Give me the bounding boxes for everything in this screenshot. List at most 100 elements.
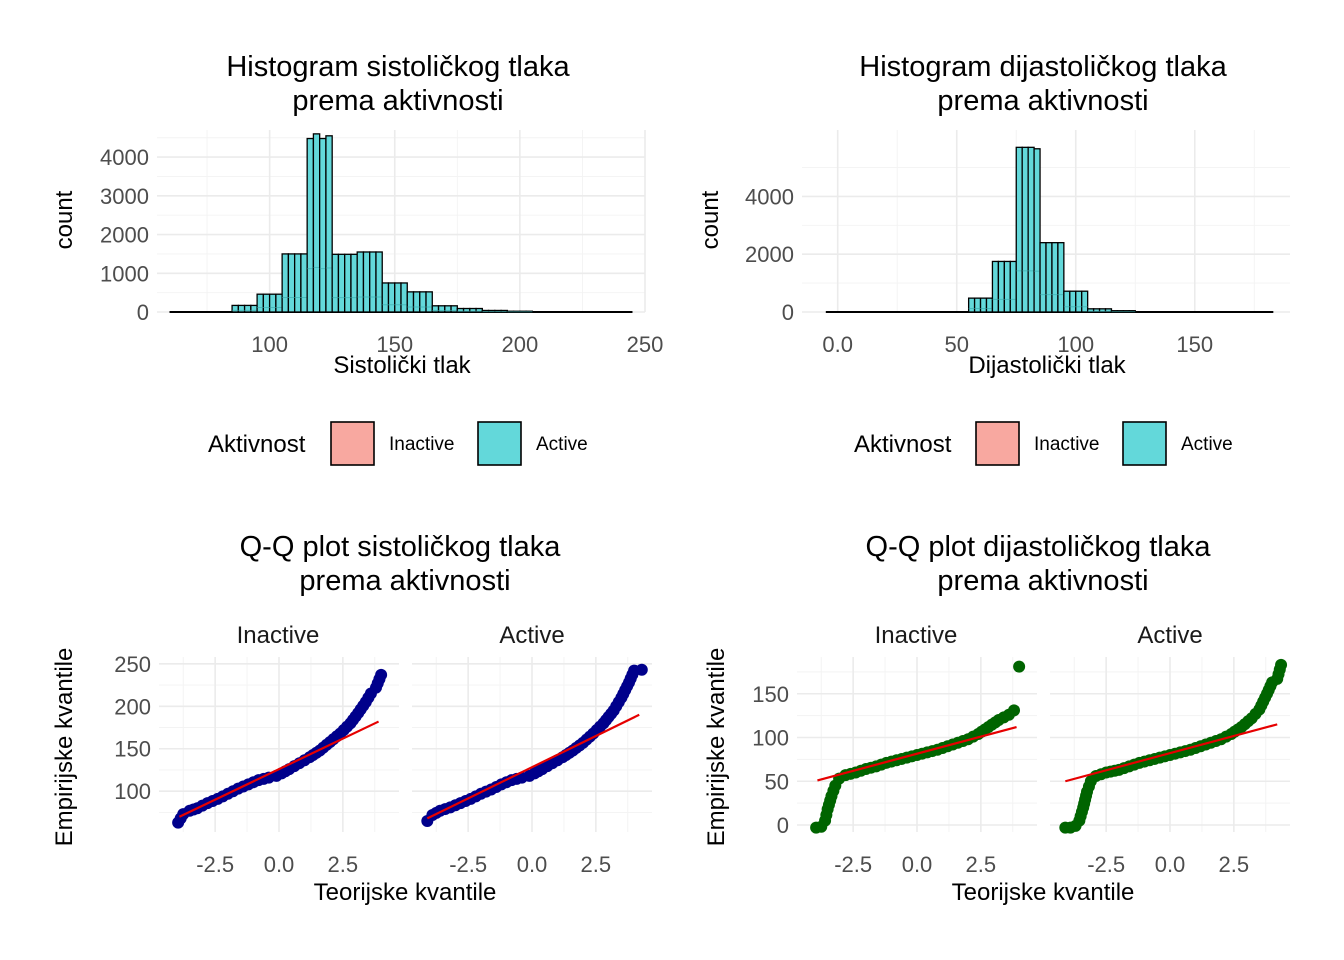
qq-dia-ytick-label: 100 [752, 726, 789, 751]
hist-sys-bar [444, 305, 452, 313]
qq-diastolic-xlabel: Teorijske kvantile [952, 879, 1135, 906]
qq-dia-xtick-label: -2.5 [1087, 852, 1125, 877]
hist-sys-bar [262, 293, 271, 313]
hist-dia-bar [1015, 146, 1023, 313]
hist-sys-ytick-label: 3000 [100, 184, 149, 209]
qq-diastolic-panel: Q-Q plot dijastoličkog tlaka prema aktiv… [703, 531, 1290, 906]
legend-left: Aktivnost Inactive Active [208, 421, 588, 466]
qq-dia-reference-line [1065, 723, 1278, 783]
legend-right-title: Aktivnost [854, 431, 952, 458]
hist-sys-ytick-label: 4000 [100, 145, 149, 170]
hist-sys-bar [275, 293, 283, 313]
qq-sys-ytick-label: 100 [114, 779, 151, 804]
legend-left-label-inactive: Inactive [389, 434, 454, 455]
hist-dia-ytick-label: 4000 [745, 184, 794, 209]
qq-sys-xtick-label: 2.5 [328, 852, 359, 877]
histogram-diastolic-panel: Histogram dijastoličkog tlaka prema akti… [697, 51, 1290, 379]
histogram-diastolic-xlabel: Dijastolički tlak [968, 352, 1126, 379]
hist-sys-bar [356, 251, 365, 313]
hist-sys-bar [287, 253, 296, 313]
qq-systolic-grid [159, 657, 652, 832]
legend-left-swatch-inactive [330, 421, 375, 466]
qq-diastolic-strip-inactive: Inactive [875, 622, 958, 649]
hist-sys-bar [337, 253, 346, 313]
qq-systolic-panel: Q-Q plot sistoličkog tlaka prema aktivno… [51, 531, 652, 906]
histogram-systolic-ticks: 100 150 200 250 0 1000 2000 3000 4000 [100, 145, 663, 357]
hist-dia-bar [1057, 242, 1065, 313]
qq-systolic-strip-active: Active [499, 622, 564, 649]
legend-right-label-inactive: Inactive [1034, 434, 1099, 455]
histogram-diastolic-ticks: 0.0 50 100 150 0 2000 4000 [745, 184, 1213, 357]
hist-sys-bar [237, 304, 246, 313]
hist-sys-bar [319, 137, 327, 313]
qq-dia-point [1013, 660, 1026, 673]
hist-dia-bar [973, 297, 982, 313]
hist-sys-ytick-label: 0 [137, 300, 149, 325]
legend-right: Aktivnost Inactive Active [854, 421, 1233, 466]
hist-sys-bar [412, 291, 421, 313]
hist-sys-bar [281, 253, 290, 313]
qq-sys-reference-line [178, 720, 380, 818]
hist-sys-bar [293, 253, 302, 313]
hist-sys-ytick-label: 2000 [100, 223, 149, 248]
hist-dia-bar [1033, 148, 1041, 313]
qq-systolic-strip-inactive: Inactive [237, 622, 320, 649]
hist-sys-bar [344, 253, 352, 313]
histogram-systolic-panel: Histogram sistoličkog tlaka prema aktivn… [51, 51, 663, 379]
hist-dia-bar [1027, 146, 1035, 313]
hist-sys-bar [375, 251, 383, 313]
qq-diastolic-ticks: -2.5 0.0 2.5 0 50 100 150 -2.5 0.0 2.5 [752, 682, 1249, 877]
qq-systolic-marks [172, 663, 648, 829]
hist-dia-bar [985, 297, 994, 313]
hist-sys-bar [250, 304, 258, 313]
qq-systolic-ylabel: Empirijske kvantile [51, 648, 78, 847]
hist-dia-bar [1081, 290, 1089, 313]
hist-dia-xtick-label: 100 [1057, 332, 1094, 357]
histogram-systolic-xlabel: Sistolički tlak [333, 352, 471, 379]
qq-systolic-subtitle: prema aktivnosti [299, 565, 510, 597]
hist-sys-xtick-label: 150 [376, 332, 413, 357]
legend-right-label-active: Active [1181, 434, 1233, 455]
hist-dia-bar [1063, 290, 1071, 313]
hist-dia-bar [1051, 242, 1059, 313]
legend-right-swatch-active [1122, 421, 1167, 466]
legend-right-swatch-inactive [975, 421, 1020, 466]
hist-dia-xtick-label: 150 [1176, 332, 1213, 357]
qq-systolic-ticks: -2.5 0.0 2.5 100 150 200 250 -2.5 0.0 2.5 [114, 652, 611, 877]
qq-dia-ytick-label: 150 [752, 682, 789, 707]
hist-dia-bar [1069, 290, 1077, 313]
legend-left-label-active: Active [536, 434, 588, 455]
qq-dia-xtick-label: 0.0 [902, 852, 933, 877]
hist-sys-bar [431, 305, 440, 313]
hist-sys-bar [387, 282, 396, 313]
hist-sys-bar [419, 291, 427, 313]
hist-sys-bar [300, 253, 308, 313]
histogram-systolic-bars [169, 133, 633, 313]
hist-sys-bar [437, 305, 446, 313]
hist-sys-ytick-label: 1000 [100, 261, 149, 286]
hist-sys-bar [256, 293, 265, 313]
hist-sys-xtick-label: 200 [502, 332, 539, 357]
qq-dia-xtick-label: 0.0 [1155, 852, 1186, 877]
qq-diastolic-grid [797, 657, 1290, 832]
qq-dia-ytick-label: 50 [765, 769, 789, 794]
hist-sys-bar [268, 293, 277, 313]
hist-sys-bar [325, 135, 333, 313]
hist-dia-ytick-label: 0 [782, 300, 794, 325]
hist-sys-bar [381, 282, 390, 313]
qq-sys-xtick-label: 2.5 [581, 852, 612, 877]
hist-sys-bar [400, 282, 408, 313]
hist-sys-xtick-label: 100 [251, 332, 288, 357]
qq-sys-xtick-label: 0.0 [517, 852, 548, 877]
qq-dia-ytick-label: 0 [777, 813, 789, 838]
hist-dia-bar [1021, 146, 1029, 313]
hist-dia-bar [1003, 260, 1011, 313]
hist-dia-bar [967, 297, 976, 313]
qq-dia-xtick-label: -2.5 [834, 852, 872, 877]
qq-dia-point [1275, 658, 1288, 671]
hist-sys-bar [231, 304, 239, 313]
hist-dia-xtick-label: 0.0 [822, 332, 853, 357]
hist-sys-bar [450, 305, 458, 313]
hist-dia-bar [997, 260, 1005, 313]
